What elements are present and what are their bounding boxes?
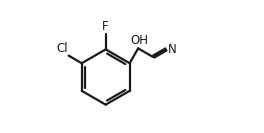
Text: N: N bbox=[168, 43, 177, 56]
Text: OH: OH bbox=[130, 34, 148, 47]
Text: F: F bbox=[102, 20, 109, 33]
Text: Cl: Cl bbox=[56, 42, 68, 55]
